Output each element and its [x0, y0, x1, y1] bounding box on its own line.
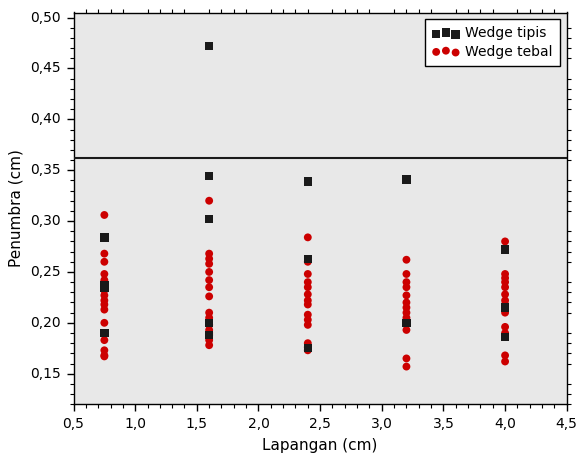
Wedge tipis: [205, 319, 214, 326]
Wedge tipis: [402, 319, 411, 326]
Wedge tebal: [303, 297, 312, 304]
Wedge tebal: [205, 314, 214, 321]
Wedge tebal: [303, 321, 312, 329]
Wedge tipis: [205, 331, 214, 339]
Wedge tipis: [100, 282, 109, 289]
Wedge tebal: [303, 278, 312, 286]
Wedge tebal: [500, 358, 510, 365]
Wedge tebal: [303, 316, 312, 324]
Wedge tebal: [500, 238, 510, 245]
Wedge tipis: [500, 246, 510, 253]
Wedge tebal: [500, 270, 510, 278]
Wedge tebal: [303, 347, 312, 354]
Wedge tebal: [303, 311, 312, 319]
Wedge tebal: [500, 323, 510, 331]
Wedge tebal: [402, 363, 411, 370]
Wedge tebal: [402, 299, 411, 306]
Wedge tebal: [500, 278, 510, 286]
Wedge tebal: [402, 270, 411, 278]
Wedge tipis: [100, 329, 109, 337]
Wedge tebal: [205, 331, 214, 339]
Wedge tebal: [205, 342, 214, 349]
Wedge tebal: [100, 319, 109, 326]
Wedge tipis: [205, 42, 214, 50]
Wedge tebal: [100, 337, 109, 344]
Wedge tipis: [303, 255, 312, 262]
Wedge tebal: [500, 329, 510, 337]
Wedge tebal: [303, 343, 312, 351]
Wedge tebal: [303, 339, 312, 347]
Wedge tipis: [402, 176, 411, 183]
Wedge tebal: [100, 278, 109, 286]
Wedge tebal: [100, 292, 109, 299]
Wedge tebal: [500, 301, 510, 308]
Wedge tebal: [205, 255, 214, 262]
Wedge tebal: [100, 250, 109, 257]
Wedge tebal: [205, 321, 214, 329]
Wedge tebal: [500, 284, 510, 291]
Wedge tebal: [205, 260, 214, 267]
Wedge tebal: [402, 319, 411, 326]
Wedge tipis: [100, 284, 109, 292]
Legend: Wedge tipis, Wedge tebal: Wedge tipis, Wedge tebal: [425, 19, 560, 65]
Wedge tebal: [402, 326, 411, 334]
Wedge tebal: [205, 250, 214, 257]
Wedge tebal: [100, 258, 109, 266]
Wedge tebal: [402, 309, 411, 316]
Wedge tebal: [303, 270, 312, 278]
Wedge tebal: [500, 290, 510, 298]
Wedge tebal: [303, 284, 312, 291]
Wedge tebal: [402, 292, 411, 299]
Wedge tebal: [303, 258, 312, 266]
Wedge tipis: [205, 172, 214, 180]
Wedge tebal: [303, 290, 312, 298]
Wedge tebal: [100, 270, 109, 278]
Wedge tebal: [500, 274, 510, 282]
Wedge tebal: [100, 353, 109, 360]
Wedge tebal: [500, 309, 510, 316]
Wedge tipis: [303, 177, 312, 185]
Y-axis label: Penumbra (cm): Penumbra (cm): [8, 149, 23, 267]
Wedge tebal: [100, 211, 109, 219]
Wedge tebal: [500, 352, 510, 359]
Wedge tebal: [303, 301, 312, 308]
Wedge tebal: [100, 306, 109, 313]
Wedge tebal: [402, 278, 411, 286]
Wedge tebal: [500, 297, 510, 304]
Wedge tebal: [205, 337, 214, 344]
Wedge tebal: [100, 347, 109, 354]
Wedge tebal: [205, 329, 214, 337]
Wedge tebal: [205, 309, 214, 316]
Wedge tebal: [402, 355, 411, 362]
Wedge tebal: [303, 234, 312, 241]
Wedge tebal: [100, 301, 109, 308]
Wedge tebal: [100, 277, 109, 284]
Wedge tebal: [205, 326, 214, 334]
Wedge tebal: [100, 352, 109, 359]
Wedge tebal: [100, 297, 109, 304]
Wedge tebal: [402, 304, 411, 311]
Wedge tebal: [205, 197, 214, 204]
Wedge tipis: [500, 304, 510, 311]
Wedge tipis: [205, 215, 214, 223]
Wedge tebal: [205, 284, 214, 291]
Wedge tipis: [100, 234, 109, 241]
Wedge tebal: [100, 287, 109, 294]
Wedge tebal: [205, 293, 214, 300]
Wedge tebal: [402, 284, 411, 291]
Wedge tipis: [500, 333, 510, 341]
Wedge tebal: [205, 268, 214, 276]
Wedge tebal: [402, 314, 411, 321]
Wedge tebal: [402, 256, 411, 263]
Wedge tipis: [303, 344, 312, 352]
X-axis label: Lapangan (cm): Lapangan (cm): [263, 437, 378, 453]
Wedge tebal: [205, 277, 214, 284]
